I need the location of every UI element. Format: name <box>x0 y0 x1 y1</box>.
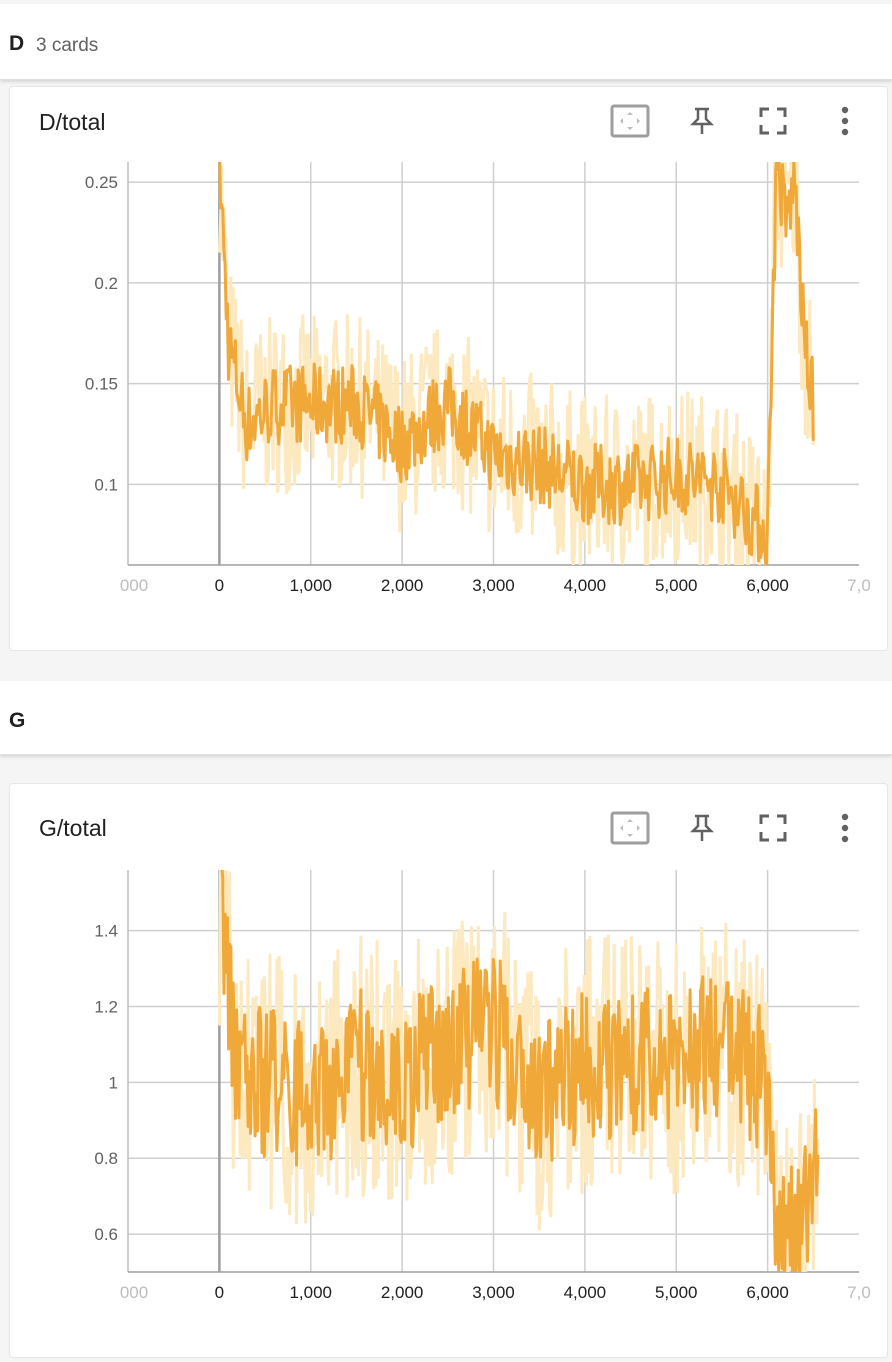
fullscreen-button[interactable] <box>753 808 793 848</box>
fullscreen-icon <box>759 107 787 135</box>
y-tick-label: 0.6 <box>94 1225 118 1244</box>
group-name: D <box>9 32 25 55</box>
pin-button[interactable] <box>682 808 722 848</box>
x-tick-label: 4,000 <box>564 576 607 595</box>
x-tick-label: 3,000 <box>472 576 515 595</box>
fullscreen-icon <box>759 814 787 842</box>
x-tick-label: 4,000 <box>564 1283 607 1302</box>
y-tick-label: 0.25 <box>85 173 118 192</box>
fit-domain-button[interactable] <box>610 101 650 141</box>
more-options-button[interactable] <box>825 808 865 848</box>
more-options-button[interactable] <box>825 101 865 141</box>
x-tick-label: 3,000 <box>472 1283 515 1302</box>
chart-card-g-total: G/total 0.6 0.8 1 1.2 1.4 000 0 1,000 2,000 3,000… <box>9 783 888 1358</box>
x-tick-label: 6,000 <box>746 1283 789 1302</box>
series-line-smoothed <box>218 162 815 565</box>
x-tick-label: 5,000 <box>655 1283 698 1302</box>
card-title: D/total <box>39 109 106 135</box>
y-tick-label: 1.2 <box>94 998 118 1017</box>
fit-domain-icon <box>610 104 650 138</box>
x-tick-label: 5,000 <box>655 576 698 595</box>
pin-button[interactable] <box>682 101 722 141</box>
x-tick-label: 1,000 <box>289 1283 332 1302</box>
y-tick-label: 0.2 <box>94 274 118 293</box>
x-tick-label: 2,000 <box>381 1283 424 1302</box>
x-tick-label: 0 <box>215 1283 224 1302</box>
x-tick-label: 1,000 <box>289 576 332 595</box>
y-tick-label: 1 <box>109 1073 118 1092</box>
pin-icon <box>690 814 714 841</box>
fullscreen-button[interactable] <box>753 101 793 141</box>
x-tick-label: 000 <box>120 1283 148 1302</box>
group-header-d[interactable]: D 3 cards <box>0 4 892 80</box>
group-name: G <box>9 709 26 732</box>
y-tick-label: 0.1 <box>94 475 118 494</box>
x-tick-label: 7,0 <box>847 576 871 595</box>
fit-domain-icon <box>610 811 650 845</box>
group-header-g[interactable]: G <box>0 681 892 755</box>
more-vert-icon <box>841 106 849 136</box>
y-tick-label: 0.15 <box>85 375 118 394</box>
y-tick-label: 1.4 <box>94 922 118 941</box>
group-card-count: 3 cards <box>36 35 99 56</box>
pin-icon <box>690 107 714 134</box>
series-line-raw <box>217 162 815 565</box>
y-tick-label: 0.8 <box>94 1149 118 1168</box>
x-tick-label: 7,0 <box>847 1283 871 1302</box>
x-tick-label: 0 <box>215 576 224 595</box>
card-title: G/total <box>39 815 107 841</box>
x-tick-label: 2,000 <box>381 576 424 595</box>
more-vert-icon <box>841 813 849 843</box>
series-line-smoothed <box>220 870 820 1272</box>
x-tick-label: 000 <box>120 576 148 595</box>
x-tick-label: 6,000 <box>746 576 789 595</box>
chart-card-d-total: D/total 0.1 0.15 0.2 0.25 000 0 1,000 2,000 3,00… <box>9 86 888 651</box>
fit-domain-button[interactable] <box>610 808 650 848</box>
